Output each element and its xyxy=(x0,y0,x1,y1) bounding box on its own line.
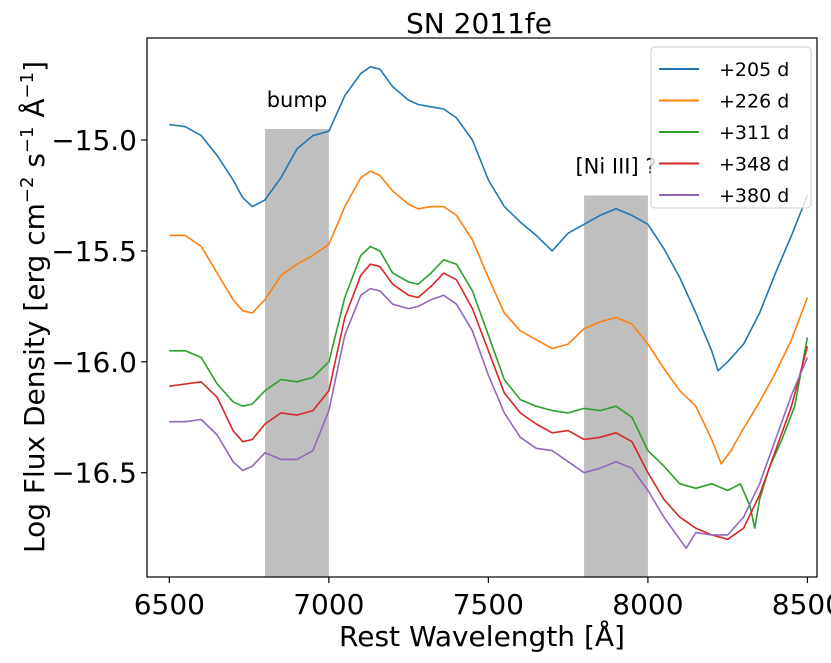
y-axis-label-part: s xyxy=(18,153,51,177)
x-tick-label: 8500 xyxy=(772,588,831,621)
series-group xyxy=(169,66,809,549)
y-axis-label-superscript: −1 xyxy=(17,127,38,154)
chart-title: SN 2011fe xyxy=(406,7,552,40)
x-tick-label: 8000 xyxy=(612,588,683,621)
series-line-3 xyxy=(169,263,809,541)
y-axis-label: Log Flux Density [erg cm−2 s−1 Å−1] xyxy=(17,61,51,553)
x-ticks: 6500 7000 7500 8000 8500 xyxy=(134,577,831,621)
y-axis-label-part: ] xyxy=(18,61,51,72)
series-line-1 xyxy=(169,170,809,465)
series-line-0 xyxy=(169,66,809,372)
y-ticks: −15.0 −15.5 −16.0 −16.5 xyxy=(51,124,147,490)
y-axis-label-superscript: −2 xyxy=(17,177,38,204)
axes-frame xyxy=(146,37,818,578)
annotation-ni-iii: [Ni III] ? xyxy=(575,154,656,178)
y-axis-label-part: Log Flux Density [erg cm xyxy=(18,203,51,553)
y-tick-label: −15.0 xyxy=(51,124,137,157)
series-line-2 xyxy=(169,245,809,529)
x-axis-label: Rest Wavelength [Å] xyxy=(339,619,625,653)
y-tick-label: −15.5 xyxy=(51,235,137,268)
y-tick-label: −16.5 xyxy=(51,457,137,490)
y-tick-label: −16.0 xyxy=(51,346,137,379)
annotation-bump: bump xyxy=(267,88,327,112)
legend-label-3: +348 d xyxy=(719,154,789,176)
y-axis-label-superscript: −1 xyxy=(17,72,38,99)
x-tick-label: 6500 xyxy=(134,588,205,621)
legend-label-2: +311 d xyxy=(719,122,789,144)
legend-label-4: +380 d xyxy=(719,185,789,207)
legend-label-1: +226 d xyxy=(719,91,789,113)
x-tick-label: 7500 xyxy=(453,588,524,621)
legend: +205 d +226 d +311 d +348 d +380 d xyxy=(650,46,812,209)
shaded-region-ni-iii xyxy=(584,195,648,577)
shaded-region-bump xyxy=(265,128,329,577)
legend-frame xyxy=(650,46,812,209)
y-axis-label-part: Å xyxy=(17,98,51,126)
x-tick-label: 7000 xyxy=(293,588,364,621)
series-line-4 xyxy=(169,287,809,549)
legend-label-0: +205 d xyxy=(719,59,789,81)
